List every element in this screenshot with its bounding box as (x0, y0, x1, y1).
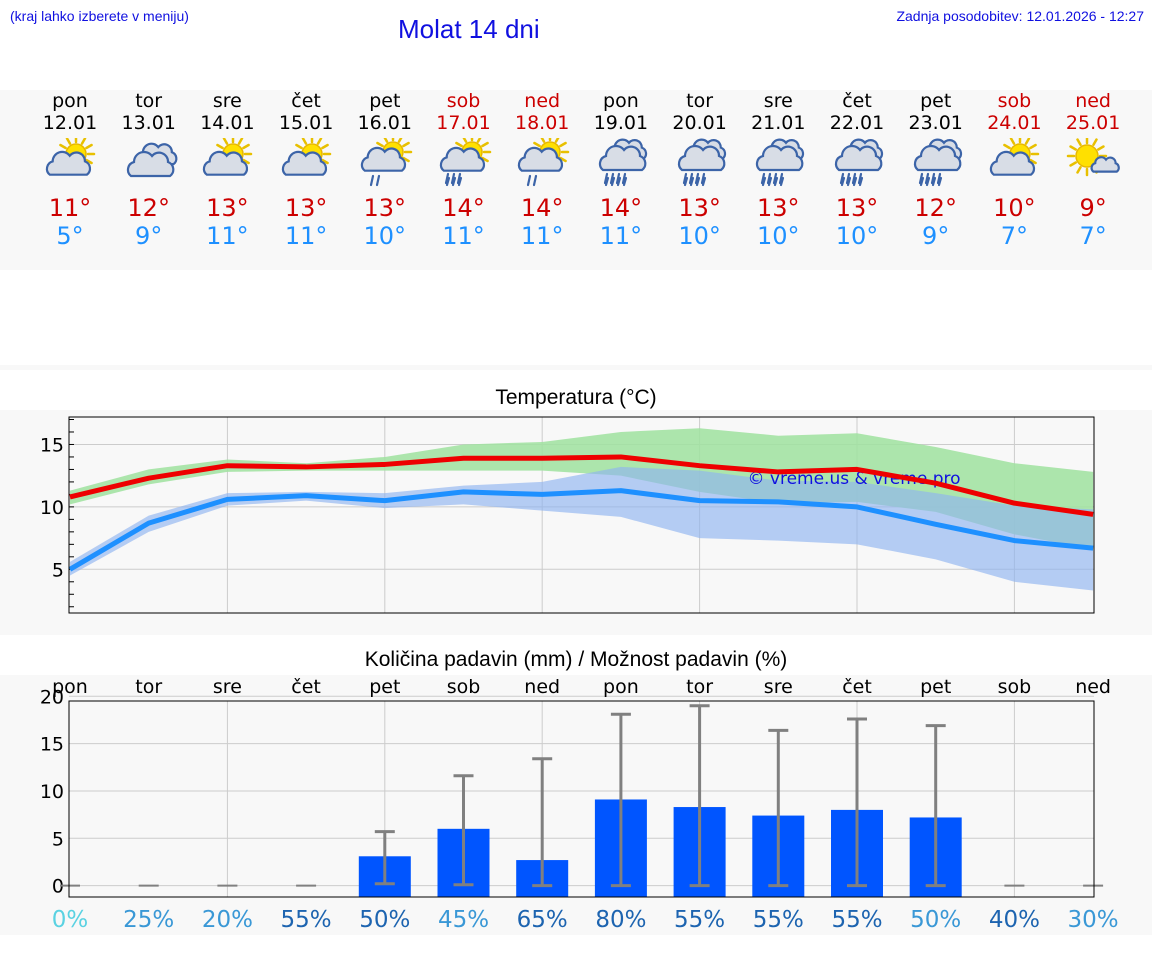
min-temperature: 10° (363, 222, 407, 250)
day-column: čet 15.01 13° 11° (266, 90, 346, 250)
max-temperature: 10° (993, 194, 1036, 222)
partly-cloudy-sun-icon (281, 138, 332, 176)
sun-small-cloud-icon (1066, 138, 1120, 177)
cloudy-icon (126, 142, 178, 178)
min-temperature: 10° (835, 222, 879, 250)
min-temperature: 9° (135, 222, 163, 250)
day-name: sob (997, 90, 1032, 112)
sun-cloud-light-rain-icon (518, 138, 570, 187)
daily-forecast-panel (0, 90, 1152, 270)
day-date: 17.01 (436, 112, 491, 134)
min-temperature: 10° (678, 222, 721, 250)
cloud-rain-icon (913, 138, 962, 187)
max-temperature: 9° (1079, 194, 1107, 222)
day-column: sre 21.01 13° 10° (738, 90, 818, 250)
day-name: čet (842, 90, 872, 112)
max-temperature: 14° (442, 194, 485, 222)
day-date: 18.01 (514, 112, 570, 134)
day-name: pon (52, 90, 88, 112)
max-temperature: 13° (363, 194, 407, 222)
min-temperature: 10° (757, 222, 800, 250)
min-temperature: 11° (284, 222, 328, 250)
max-temperature: 13° (835, 194, 879, 222)
page-title: Molat 14 dni (398, 14, 540, 44)
day-column: pet 16.01 13° 10° (345, 90, 425, 250)
divider-band (0, 365, 1152, 370)
partly-cloudy-sun-icon (203, 138, 253, 176)
temperature-chart-panel (0, 410, 1152, 635)
max-temperature: 12° (127, 194, 170, 222)
day-date: 13.01 (121, 112, 176, 134)
day-column: tor 13.01 12° 9° (109, 90, 189, 250)
max-temperature: 12° (914, 194, 957, 222)
day-column: pon 19.01 14° 11° (581, 90, 661, 250)
max-temperature: 14° (520, 194, 564, 222)
day-date: 24.01 (987, 112, 1042, 134)
day-date: 22.01 (829, 112, 885, 134)
min-temperature: 7° (1000, 222, 1029, 250)
cloud-rain-icon (834, 138, 884, 187)
day-name: čet (291, 90, 321, 112)
sun-cloud-rain-icon (439, 138, 491, 187)
day-name: pet (920, 90, 952, 112)
day-date: 20.01 (672, 112, 727, 134)
min-temperature: 11° (599, 222, 643, 250)
min-temperature: 9° (922, 222, 950, 250)
day-date: 23.01 (908, 112, 963, 134)
day-name: pet (369, 90, 401, 112)
partly-cloudy-sun-icon (990, 138, 1040, 176)
cloud-rain-icon (756, 138, 805, 187)
day-column: ned 25.01 9° 7° (1053, 90, 1133, 250)
min-temperature: 7° (1079, 222, 1107, 250)
day-column: ned 18.01 14° 11° (502, 90, 582, 250)
max-temperature: 13° (757, 194, 800, 222)
last-update-text: Zadnja posodobitev: 12.01.2026 - 12:27 (896, 8, 1144, 24)
day-name: ned (1075, 90, 1111, 112)
day-date: 14.01 (200, 112, 255, 134)
day-name: tor (686, 90, 714, 112)
max-temperature: 14° (599, 194, 643, 222)
min-temperature: 5° (56, 222, 84, 250)
day-date: 21.01 (751, 112, 806, 134)
day-column: pon 12.01 11° 5° (30, 90, 110, 250)
precipitation-chart-panel (0, 675, 1152, 935)
cloud-rain-icon (677, 138, 726, 187)
day-column: pet 23.01 12° 9° (896, 90, 976, 250)
day-column: sob 24.01 10° 7° (974, 90, 1054, 250)
min-temperature: 11° (206, 222, 249, 250)
day-column: tor 20.01 13° 10° (660, 90, 740, 250)
cloud-rain-icon (598, 138, 648, 187)
day-column: sob 17.01 14° 11° (424, 90, 504, 250)
day-date: 12.01 (42, 112, 98, 134)
day-column: čet 22.01 13° 10° (817, 90, 897, 250)
day-column: sre 14.01 13° 11° (187, 90, 267, 250)
max-temperature: 13° (284, 194, 328, 222)
sun-cloud-light-rain-icon (360, 138, 413, 187)
day-name: ned (524, 90, 561, 112)
min-temperature: 11° (520, 222, 564, 250)
min-temperature: 11° (442, 222, 485, 250)
day-name: sre (763, 90, 793, 112)
partly-cloudy-sun-icon (45, 138, 96, 176)
max-temperature: 13° (206, 194, 249, 222)
day-date: 15.01 (278, 112, 334, 134)
location-hint-link[interactable]: (kraj lahko izberete v meniju) (10, 8, 189, 24)
day-date: 16.01 (357, 112, 412, 134)
day-date: 25.01 (1065, 112, 1121, 134)
day-name: sob (446, 90, 481, 112)
day-name: pon (603, 90, 639, 112)
day-date: 19.01 (593, 112, 649, 134)
day-name: tor (135, 90, 163, 112)
temperature-chart-title: Temperatura (°C) (495, 386, 657, 409)
max-temperature: 11° (48, 194, 92, 222)
day-name: sre (212, 90, 242, 112)
max-temperature: 13° (678, 194, 721, 222)
precipitation-chart-title: Količina padavin (mm) / Možnost padavin … (364, 648, 788, 671)
